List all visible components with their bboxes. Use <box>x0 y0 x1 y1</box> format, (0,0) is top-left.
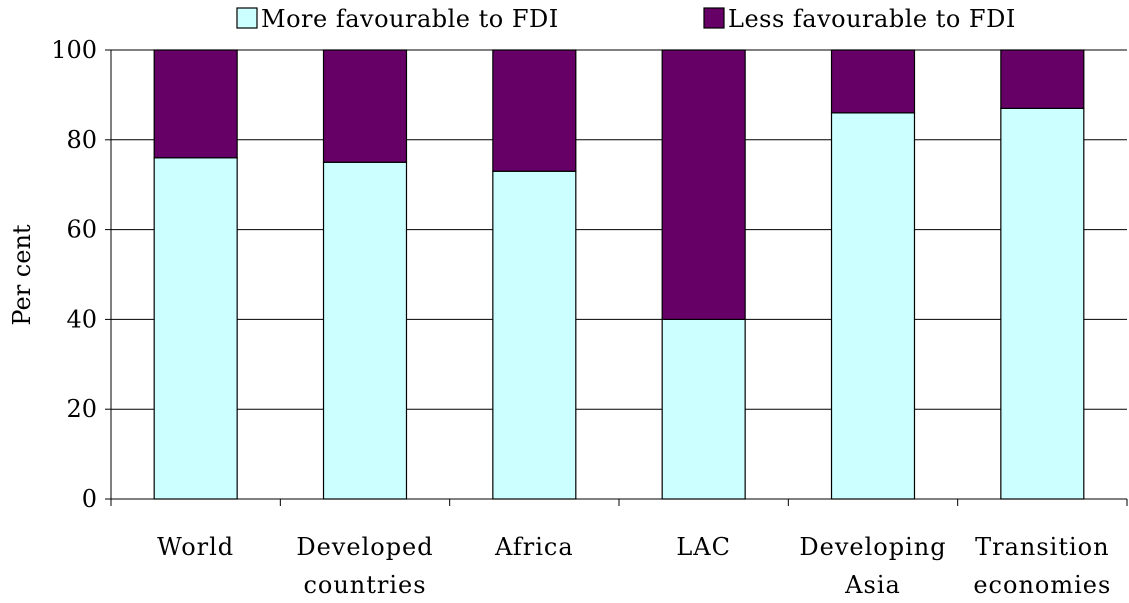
y-tick-label: 100 <box>51 36 97 64</box>
legend-label: More favourable to FDI <box>261 5 559 33</box>
bar-segment-less-favourable <box>322 49 408 163</box>
legend-label: Less favourable to FDI <box>728 5 1016 33</box>
bar-segment-less-favourable <box>661 49 746 320</box>
x-tick-label: economies <box>973 571 1111 599</box>
x-tick-label: World <box>157 533 234 561</box>
x-tick-label: LAC <box>676 533 731 561</box>
bar-segment-less-favourable <box>830 49 916 114</box>
legend: More favourable to FDI Less favourable to… <box>236 5 1016 33</box>
bar-segment-less-favourable <box>153 49 238 159</box>
x-tick-labels: World Developed countries Africa LAC Developi… <box>110 499 1128 599</box>
x-tick-label: Developed <box>296 533 433 561</box>
y-tick-label: 20 <box>66 395 97 423</box>
legend-swatch <box>236 7 258 29</box>
bar-segment-more-favourable <box>661 318 746 500</box>
gridlines <box>111 49 1127 410</box>
bar-segment-less-favourable <box>1000 49 1085 109</box>
y-axis-title: Per cent <box>8 224 36 325</box>
bars <box>153 49 1085 500</box>
axes <box>110 50 1127 500</box>
legend-swatch <box>703 7 725 29</box>
bar-segment-more-favourable <box>492 170 577 500</box>
x-tick-label: Africa <box>494 533 574 561</box>
bar-segment-more-favourable <box>830 112 916 500</box>
y-tick-label: 80 <box>66 126 97 154</box>
x-tick-label: countries <box>303 571 426 599</box>
x-tick-label: Developing <box>799 533 946 561</box>
bar-segment-more-favourable <box>322 161 408 500</box>
bar-segment-more-favourable <box>1000 107 1085 500</box>
bar-segment-more-favourable <box>153 157 238 500</box>
y-tick-labels: 0 20 40 60 80 100 <box>51 36 111 513</box>
y-tick-label: 40 <box>66 305 97 333</box>
x-tick-label: Transition <box>975 533 1109 561</box>
y-tick-label: 0 <box>82 485 97 513</box>
x-tick-label: Asia <box>844 571 901 599</box>
y-tick-label: 60 <box>66 216 97 244</box>
bar-segment-less-favourable <box>492 49 577 172</box>
